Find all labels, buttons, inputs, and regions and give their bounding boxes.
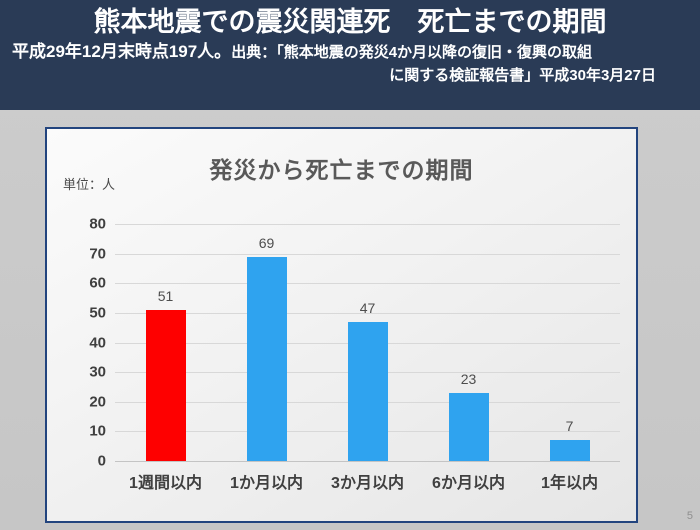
bar-cell: 69 xyxy=(216,224,317,461)
page-number: 5 xyxy=(686,510,693,522)
slide-title: 熊本地震での震災関連死 死亡までの期間 xyxy=(93,7,607,37)
bar-value-label: 69 xyxy=(258,234,275,251)
y-axis-tick: 60 xyxy=(89,274,106,292)
x-axis-label: 1年以内 xyxy=(541,475,598,492)
bar-6か月以内[interactable]: 23 xyxy=(448,371,489,461)
bar-value-label: 47 xyxy=(359,299,376,316)
y-axis-tick: 0 xyxy=(97,452,106,470)
gridline-70: 70 xyxy=(89,245,620,262)
bar-value-label: 51 xyxy=(157,287,174,304)
bar-cell: 47 xyxy=(317,224,418,461)
slide-header: 熊本地震での震災関連死 死亡までの期間 平成29年12月末時点197人。出典：「… xyxy=(0,0,700,110)
gridline-0: 0 xyxy=(98,453,620,470)
y-axis-tick: 50 xyxy=(89,304,106,322)
subtitle-source: 出典：「熊本地震の発災4か月以降の復旧・復興の取組 xyxy=(231,44,593,61)
y-axis-tick: 10 xyxy=(89,422,106,440)
chart-title: 発災から死亡までの期間 xyxy=(209,157,474,183)
subtitle-line-2: に関する検証報告書」平成30年3月27日 xyxy=(389,67,656,84)
plot-area: 80 70 60 50 40 30 20 10 0 51 69 47 23 7 xyxy=(89,216,620,470)
bar-cell: 7 xyxy=(519,224,620,461)
x-axis-label: 1週間以内 xyxy=(129,475,202,492)
subtitle-count: 平成29年12月末時点197人。 xyxy=(12,42,232,61)
y-axis-tick: 20 xyxy=(89,393,106,411)
gridline-80: 80 xyxy=(89,216,620,233)
x-axis-labels: 1週間以内 1か月以内 3か月以内 6か月以内 1年以内 xyxy=(115,469,620,493)
bar-cell: 23 xyxy=(418,224,519,461)
bar-1週間以内[interactable]: 51 xyxy=(145,288,186,461)
bar-1か月以内[interactable]: 69 xyxy=(246,235,287,461)
subtitle-line-1: 平成29年12月末時点197人。出典：「熊本地震の発災4か月以降の復旧・復興の取… xyxy=(10,40,690,64)
x-axis-label: 3か月以内 xyxy=(331,475,404,492)
bar-series: 51 69 47 23 7 xyxy=(115,224,620,461)
gridline-60: 60 xyxy=(89,275,620,292)
x-axis-label: 6か月以内 xyxy=(432,475,505,492)
x-axis-label: 1か月以内 xyxy=(230,475,303,492)
y-axis-tick: 80 xyxy=(89,215,106,233)
chart-unit-label: 単位：人 xyxy=(63,177,116,192)
y-axis-tick: 40 xyxy=(89,334,106,351)
bar-cell: 51 xyxy=(115,224,216,461)
bar-value-label: 7 xyxy=(565,418,574,435)
slide-subtitle: 平成29年12月末時点197人。出典：「熊本地震の発災4か月以降の復旧・復興の取… xyxy=(6,40,694,87)
gridline-50: 50 xyxy=(89,304,620,321)
bar-value-label: 23 xyxy=(460,370,477,387)
y-axis-tick: 30 xyxy=(89,363,106,381)
y-axis-tick: 70 xyxy=(89,245,106,263)
bar-3か月以内[interactable]: 47 xyxy=(347,300,388,461)
chart-panel: 発災から死亡までの期間 単位：人 80 70 60 50 40 30 20 10 0 51 69 4… xyxy=(45,127,638,523)
bar-1年以内[interactable]: 7 xyxy=(549,418,590,461)
